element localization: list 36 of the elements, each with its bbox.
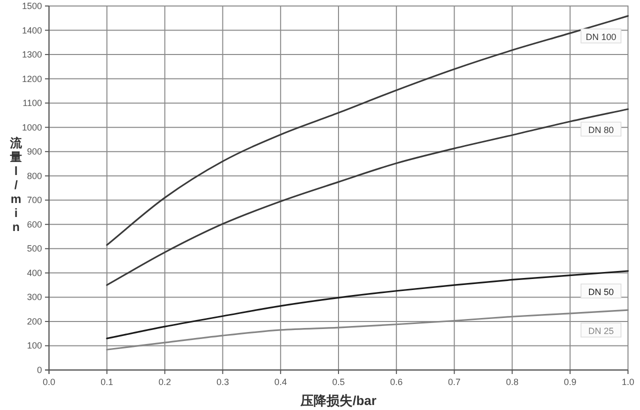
- y-tick-label: 900: [26, 146, 42, 157]
- series-label: DN 50: [588, 286, 614, 297]
- x-axis-title: 压降损失/bar: [300, 393, 376, 408]
- y-tick-label: 800: [26, 170, 42, 181]
- y-tick-label: 1100: [22, 98, 42, 108]
- x-tick-label: 0.8: [506, 377, 518, 387]
- x-tick-label: 0.3: [216, 377, 229, 387]
- line-series: [106, 108, 629, 286]
- y-tick-label: 1200: [22, 74, 42, 84]
- y-tick-label: 300: [26, 292, 42, 302]
- series-label: DN 80: [588, 125, 614, 136]
- series-label: DN 25: [588, 326, 614, 336]
- y-tick-label: 1500: [22, 1, 42, 11]
- x-tick-label: 0.0: [42, 377, 56, 387]
- y-tick-label: 400: [26, 268, 42, 278]
- x-tick-label: 0.4: [274, 377, 287, 387]
- y-tick-label: 700: [26, 195, 42, 206]
- x-tick-label: 0.9: [564, 377, 576, 387]
- series-label: DN 100: [586, 32, 616, 42]
- x-tick-label: 0.2: [158, 377, 172, 387]
- y-tick-label: 0: [36, 365, 42, 375]
- y-tick-label: 200: [26, 316, 42, 326]
- y-tick-label: 1400: [22, 25, 42, 36]
- x-tick-label: 0.1: [100, 377, 114, 387]
- y-axis-title: 流量l/min: [9, 136, 23, 234]
- line-series: [106, 270, 629, 340]
- x-tick-label: 0.6: [390, 377, 403, 387]
- y-tick-label: 100: [26, 340, 42, 351]
- y-tick-label: 500: [26, 244, 42, 254]
- x-tick-label: 1.0: [622, 377, 634, 387]
- x-tick-label: 0.5: [332, 377, 345, 387]
- x-tick-label: 0.7: [448, 377, 461, 387]
- y-tick-label: 600: [26, 219, 42, 230]
- y-tick-label: 1300: [22, 50, 42, 60]
- line-series: [106, 15, 629, 246]
- y-tick-label: 1000: [22, 122, 42, 132]
